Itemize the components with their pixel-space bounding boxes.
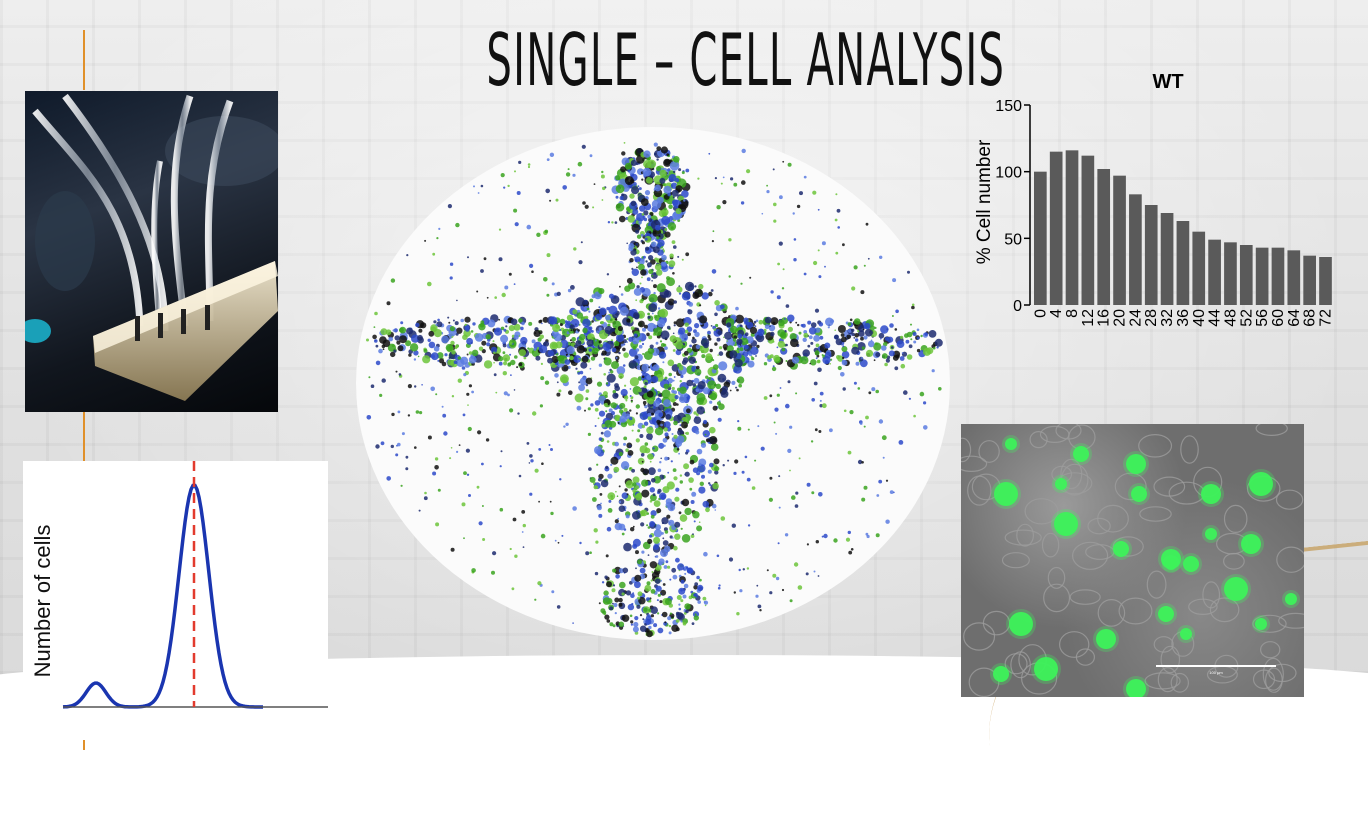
bar-mark [1271,247,1285,305]
bar-x-tick-label: 60 [1270,309,1287,327]
wt-bar-chart: WT % Cell number 0 50 100 150 0 4 8 12 16 20 24 28… [960,62,1340,347]
bar-x-tick-label: 4 [1048,309,1065,318]
bar-x-tick-label: 52 [1238,309,1255,327]
bar-mark [1287,250,1301,305]
bar-x-tick-label: 40 [1191,309,1208,327]
bar-mark [1113,175,1126,305]
bar-chart-y-label: % Cell number [974,139,995,264]
microfluidic-chip-photo [25,91,278,412]
orange-accent-line-middle [83,412,85,462]
bar-mark [1224,242,1237,305]
bar-mark [1065,150,1079,305]
bar-x-tick-label: 8 [1064,309,1081,318]
bar-x-tick-label: 64 [1286,309,1303,327]
slide-title: SINGLE – CELL ANALYSIS [486,18,1006,102]
bar-x-tick-label: 32 [1159,309,1176,327]
bar-x-tick-label: 36 [1175,309,1192,327]
distribution-y-label: Number of cells [30,525,55,678]
distribution-curve [62,483,263,709]
scale-bar-label: 100 µm [1209,670,1223,675]
bar-y-tick-label: 0 [1013,298,1022,315]
bar-chart-title: WT [1152,71,1183,93]
bar-x-tick-label: 68 [1302,309,1319,327]
bar-x-tick-label: 44 [1207,309,1224,327]
cell-distribution-chart: Number of cells [23,461,328,711]
bar-mark [1160,213,1174,305]
bar-y-tick-label: 50 [1004,231,1022,248]
bar-x-tick-label: 56 [1254,309,1271,327]
bar-x-tick-label: 24 [1127,309,1144,327]
orange-accent-line-bottom [83,740,85,750]
human-figure-dna-image [356,127,950,640]
bar-mark [1097,169,1111,305]
bar-x-tick-label: 28 [1143,309,1160,327]
bar-mark [1208,239,1221,305]
distribution-line [62,483,263,709]
bar-mark [1176,221,1190,305]
orange-accent-line-top [83,30,85,90]
bar-mark [1129,194,1142,305]
bar-y-tick-label: 150 [995,98,1022,115]
bar-x-tick-label: 48 [1222,309,1239,327]
bar-mark [1255,247,1269,305]
bar-x-tick-label: 16 [1096,309,1113,327]
bar-mark [1319,257,1332,305]
bar-mark [1239,245,1253,305]
bar-y-tick-label: 100 [995,165,1022,182]
bar-mark [1034,171,1047,305]
bar-x-tick-label: 20 [1112,309,1129,327]
bar-mark [1303,255,1316,305]
bar-x-tick-label: 12 [1080,309,1097,327]
bar-mark [1081,155,1095,305]
fluorescence-microscopy-image: 100 µm [961,424,1304,697]
bar-x-tick-label: 0 [1032,309,1049,318]
bar-x-tick-label: 72 [1317,309,1334,327]
bar-mark [1192,231,1206,305]
bar-mark [1049,151,1063,305]
bar-mark [1144,205,1158,305]
